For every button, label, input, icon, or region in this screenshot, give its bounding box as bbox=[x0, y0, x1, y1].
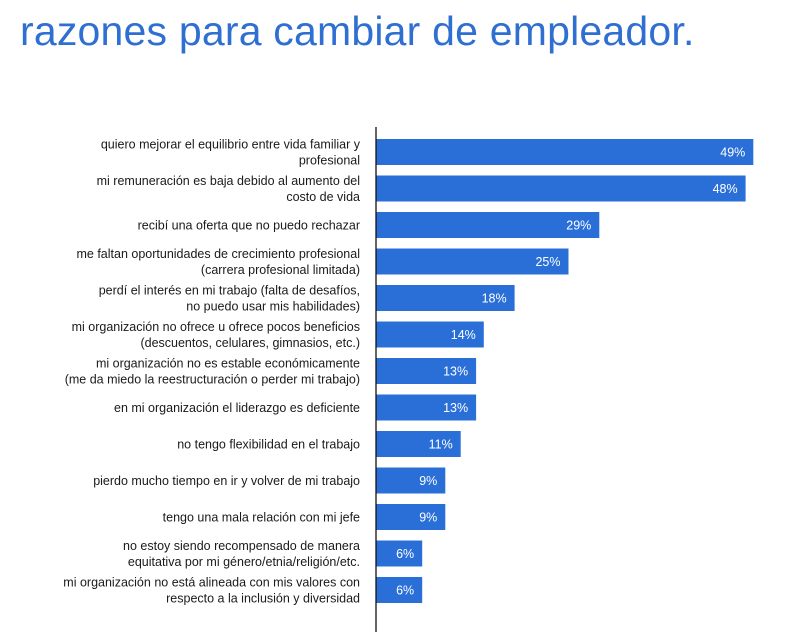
category-label: pierdo mucho tiempo en ir y volver de mi… bbox=[93, 474, 360, 488]
category-label: mi organización no es estable económicam… bbox=[65, 357, 360, 387]
bar bbox=[376, 431, 461, 457]
bar bbox=[376, 321, 484, 348]
category-label-line: mi organización no es estable económicam… bbox=[96, 357, 360, 371]
category-label-line: (descuentos, celulares, gimnasios, etc.) bbox=[140, 336, 360, 350]
bar bbox=[376, 212, 600, 238]
bar-value-label: 29% bbox=[566, 219, 591, 233]
bar-value-label: 25% bbox=[535, 255, 560, 269]
category-label-line: mi organización no está alineada con mis… bbox=[63, 576, 360, 590]
category-label-line: en mi organización el liderazgo es defic… bbox=[114, 401, 360, 415]
category-label-line: profesional bbox=[299, 154, 360, 168]
category-label-line: no puedo usar mis habilidades) bbox=[186, 300, 360, 314]
category-label-line: perdí el interés en mi trabajo (falta de… bbox=[99, 284, 360, 298]
category-label: recibí una oferta que no puedo rechazar bbox=[138, 219, 360, 233]
bar-value-label: 49% bbox=[720, 146, 745, 160]
category-label-line: (me da miedo la reestructuración o perde… bbox=[65, 373, 360, 387]
bar-value-label: 6% bbox=[396, 584, 414, 598]
bar-value-label: 48% bbox=[713, 182, 738, 196]
bar-value-label: 13% bbox=[443, 365, 468, 379]
bar bbox=[376, 540, 423, 567]
category-label-line: (carrera profesional limitada) bbox=[201, 263, 360, 277]
bar bbox=[376, 467, 446, 494]
bar bbox=[376, 577, 423, 603]
category-label: mi organización no está alineada con mis… bbox=[63, 576, 360, 606]
bar bbox=[376, 175, 746, 202]
bar-value-label: 11% bbox=[429, 438, 453, 452]
bar-value-label: 6% bbox=[396, 547, 414, 561]
bar bbox=[376, 248, 569, 275]
category-label-line: tengo una mala relación con mi jefe bbox=[163, 511, 360, 525]
category-label: perdí el interés en mi trabajo (falta de… bbox=[99, 284, 360, 314]
bar bbox=[376, 394, 477, 421]
category-label-line: mi remuneración es baja debido al aument… bbox=[97, 174, 360, 188]
bar-value-label: 14% bbox=[451, 328, 476, 342]
bar-value-label: 18% bbox=[482, 292, 507, 306]
bar-value-label: 13% bbox=[443, 401, 468, 415]
category-label: en mi organización el liderazgo es defic… bbox=[114, 401, 360, 415]
category-label-line: no tengo flexibilidad en el trabajo bbox=[177, 438, 360, 452]
category-label-line: pierdo mucho tiempo en ir y volver de mi… bbox=[93, 474, 360, 488]
category-label: no estoy siendo recompensado de manera eq… bbox=[123, 539, 360, 569]
bar bbox=[376, 358, 477, 384]
category-label-line: no estoy siendo recompensado de manera bbox=[123, 539, 360, 553]
category-label-line: respecto a la inclusión y diversidad bbox=[166, 592, 360, 606]
category-label: mi organización no ofrece u ofrece pocos… bbox=[72, 320, 360, 350]
category-label: me faltan oportunidades de crecimiento p… bbox=[76, 247, 360, 277]
category-label: mi remuneración es baja debido al aument… bbox=[97, 174, 360, 204]
category-label: tengo una mala relación con mi jefe bbox=[163, 511, 360, 525]
category-label-line: equitativa por mi género/etnia/religión/… bbox=[128, 555, 360, 569]
category-label-line: me faltan oportunidades de crecimiento p… bbox=[76, 247, 360, 261]
bar-value-label: 9% bbox=[419, 474, 437, 488]
category-label-line: mi organización no ofrece u ofrece pocos… bbox=[72, 320, 360, 334]
page-title: razones para cambiar de empleador. bbox=[20, 8, 695, 54]
category-label: no tengo flexibilidad en el trabajo bbox=[177, 438, 360, 452]
category-label-line: quiero mejorar el equilibrio entre vida … bbox=[101, 138, 361, 152]
bar bbox=[376, 139, 754, 165]
bar bbox=[376, 504, 446, 530]
category-label-line: recibí una oferta que no puedo rechazar bbox=[138, 219, 360, 233]
bar-value-label: 9% bbox=[419, 511, 437, 525]
bar bbox=[376, 285, 515, 311]
category-label: quiero mejorar el equilibrio entre vida … bbox=[101, 138, 361, 168]
category-label-line: costo de vida bbox=[286, 190, 360, 204]
